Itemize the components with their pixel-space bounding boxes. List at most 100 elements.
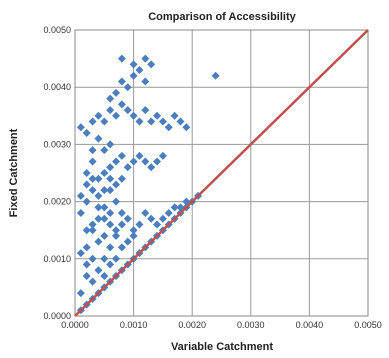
x-tick-label: 0.0030 — [237, 320, 265, 330]
data-point — [141, 209, 150, 218]
data-point — [82, 128, 91, 137]
data-point — [117, 77, 126, 86]
data-point — [106, 163, 115, 172]
x-tick-label: 0.0050 — [354, 320, 382, 330]
data-point — [106, 106, 115, 115]
y-tick-label: 0.0040 — [43, 82, 71, 92]
data-point — [170, 203, 179, 212]
data-point — [106, 260, 115, 269]
data-point — [147, 60, 156, 69]
data-point — [123, 163, 132, 172]
y-tick-label: 0.0000 — [43, 311, 71, 321]
data-point — [100, 146, 109, 155]
y-tick-label: 0.0020 — [43, 197, 71, 207]
data-point — [135, 117, 144, 126]
data-point — [100, 271, 109, 280]
data-point — [129, 71, 138, 80]
y-tick-label: 0.0050 — [43, 25, 71, 35]
x-tick-label: 0.0000 — [61, 320, 89, 330]
data-point — [76, 249, 85, 258]
data-point — [100, 254, 109, 263]
data-point — [82, 169, 91, 177]
data-points — [76, 54, 220, 315]
data-point — [153, 157, 162, 166]
data-point — [129, 157, 138, 166]
data-point — [94, 266, 103, 275]
data-point — [117, 100, 126, 109]
data-point — [100, 203, 109, 212]
data-point — [88, 226, 97, 235]
data-point — [112, 231, 121, 240]
data-point — [147, 163, 156, 172]
data-point — [88, 174, 97, 183]
data-point — [117, 151, 126, 160]
y-tick-label: 0.0010 — [43, 254, 71, 264]
data-point — [94, 174, 103, 183]
data-point — [117, 220, 126, 229]
data-point — [135, 66, 144, 75]
data-point — [112, 254, 121, 263]
data-point — [147, 214, 156, 223]
data-point — [176, 117, 185, 126]
data-point — [141, 106, 150, 115]
reference-line-group — [74, 29, 369, 317]
data-point — [141, 77, 150, 86]
data-point — [158, 117, 167, 126]
data-point — [88, 186, 97, 195]
data-point — [141, 157, 150, 166]
data-point — [182, 197, 191, 206]
data-point — [76, 191, 85, 200]
data-point — [112, 226, 121, 235]
data-point — [100, 117, 109, 126]
data-point — [88, 254, 97, 263]
y-axis-label: Fixed Catchment — [8, 128, 20, 217]
data-point — [88, 157, 97, 166]
data-point — [117, 243, 126, 252]
data-point — [112, 197, 121, 206]
data-point — [117, 174, 126, 183]
data-point — [82, 271, 91, 280]
data-point — [153, 220, 162, 229]
data-point — [94, 111, 103, 120]
data-point — [135, 220, 144, 229]
tick-labels: 0.0000 0.0010 0.0020 0.0030 0.0040 0.0050 0.00… — [43, 25, 381, 330]
data-point — [123, 83, 132, 92]
data-point — [82, 180, 91, 189]
data-point — [112, 88, 121, 97]
data-point — [106, 209, 115, 218]
data-point — [123, 237, 132, 246]
data-point — [123, 214, 132, 223]
data-point — [211, 71, 220, 80]
y-tick-label: 0.0030 — [43, 139, 71, 149]
data-point — [88, 146, 97, 155]
data-point — [141, 54, 150, 63]
data-point — [94, 203, 103, 212]
data-point — [76, 289, 85, 298]
data-point — [88, 277, 97, 286]
data-point — [129, 111, 138, 120]
data-point — [112, 111, 121, 120]
data-point — [100, 186, 109, 195]
data-point — [164, 209, 173, 218]
data-point — [170, 111, 179, 120]
data-point — [76, 209, 85, 218]
data-point — [117, 209, 126, 218]
data-point — [153, 111, 162, 120]
data-point — [82, 197, 91, 206]
data-point — [94, 237, 103, 246]
data-point — [123, 106, 132, 115]
data-point — [94, 134, 103, 143]
x-tick-label: 0.0040 — [296, 320, 324, 330]
x-tick-label: 0.0010 — [120, 320, 148, 330]
data-point — [82, 260, 91, 269]
data-point — [106, 220, 115, 229]
data-point — [94, 214, 103, 223]
x-tick-label: 0.0020 — [178, 320, 206, 330]
data-point — [100, 214, 109, 223]
data-point — [94, 191, 103, 200]
data-point — [129, 226, 138, 235]
data-point — [182, 123, 191, 132]
data-point — [76, 123, 85, 132]
